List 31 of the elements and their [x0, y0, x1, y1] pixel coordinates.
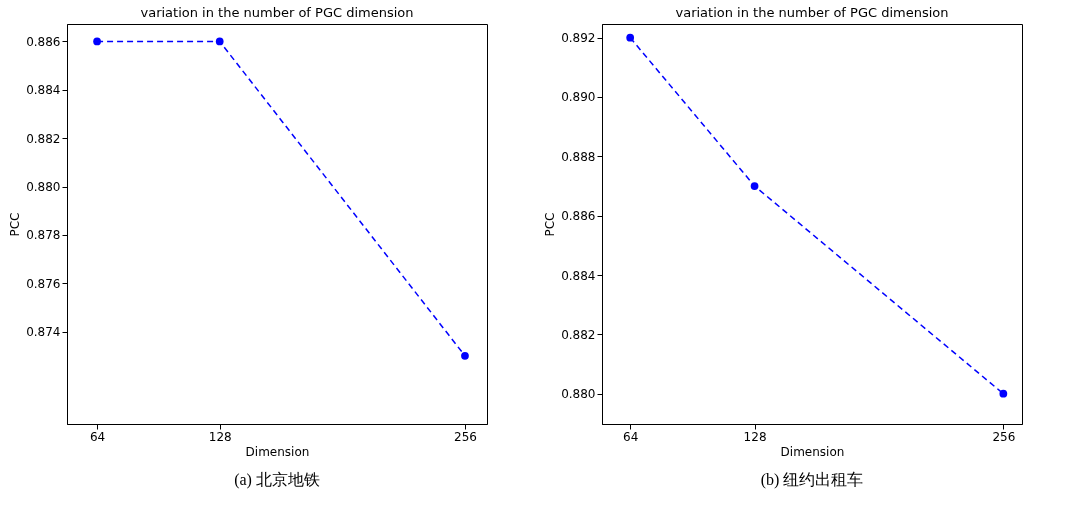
y-tick-label: 0.884	[26, 83, 61, 98]
y-tick-label: 0.884	[561, 268, 596, 283]
x-tick-label: 64	[89, 429, 106, 444]
x-axis-title: Dimension	[780, 444, 845, 459]
chart-title: variation in the number of PGC dimension	[675, 5, 949, 20]
y-tick-label: 0.878	[26, 228, 61, 243]
point	[750, 182, 759, 190]
y-axis-title: PCC	[8, 212, 23, 237]
x-tick-label: 256	[454, 429, 477, 444]
text: (b) 纽约出租车	[760, 471, 864, 489]
y-tick-label: 0.882	[561, 327, 596, 342]
y-tick-label: 0.876	[26, 276, 61, 291]
chart-title: variation in the number of PGC dimension	[140, 5, 414, 20]
point	[626, 33, 635, 42]
x-tick-label: 128	[208, 429, 232, 444]
text: (a) 北京地铁	[234, 471, 320, 489]
x-tick-label: 64	[623, 429, 639, 444]
y-tick-label: 0.874	[26, 325, 61, 340]
x-axis-title: Dimension	[245, 444, 310, 459]
y-tick-label: 0.882	[26, 131, 61, 146]
y-tick-label: 0.888	[561, 149, 596, 164]
y-tick-label: 0.890	[561, 90, 596, 105]
y-tick-label: 0.880	[26, 180, 61, 195]
x-tick-label: 128	[743, 429, 767, 444]
y-tick-label: 0.886	[561, 209, 596, 224]
x-tick-label: 256	[992, 429, 1016, 444]
y-axis-title: PCC	[543, 212, 558, 237]
point	[999, 389, 1008, 398]
y-tick-label: 0.880	[561, 387, 596, 402]
y-tick-label: 0.892	[561, 31, 596, 46]
y-tick-label: 0.886	[26, 34, 61, 49]
